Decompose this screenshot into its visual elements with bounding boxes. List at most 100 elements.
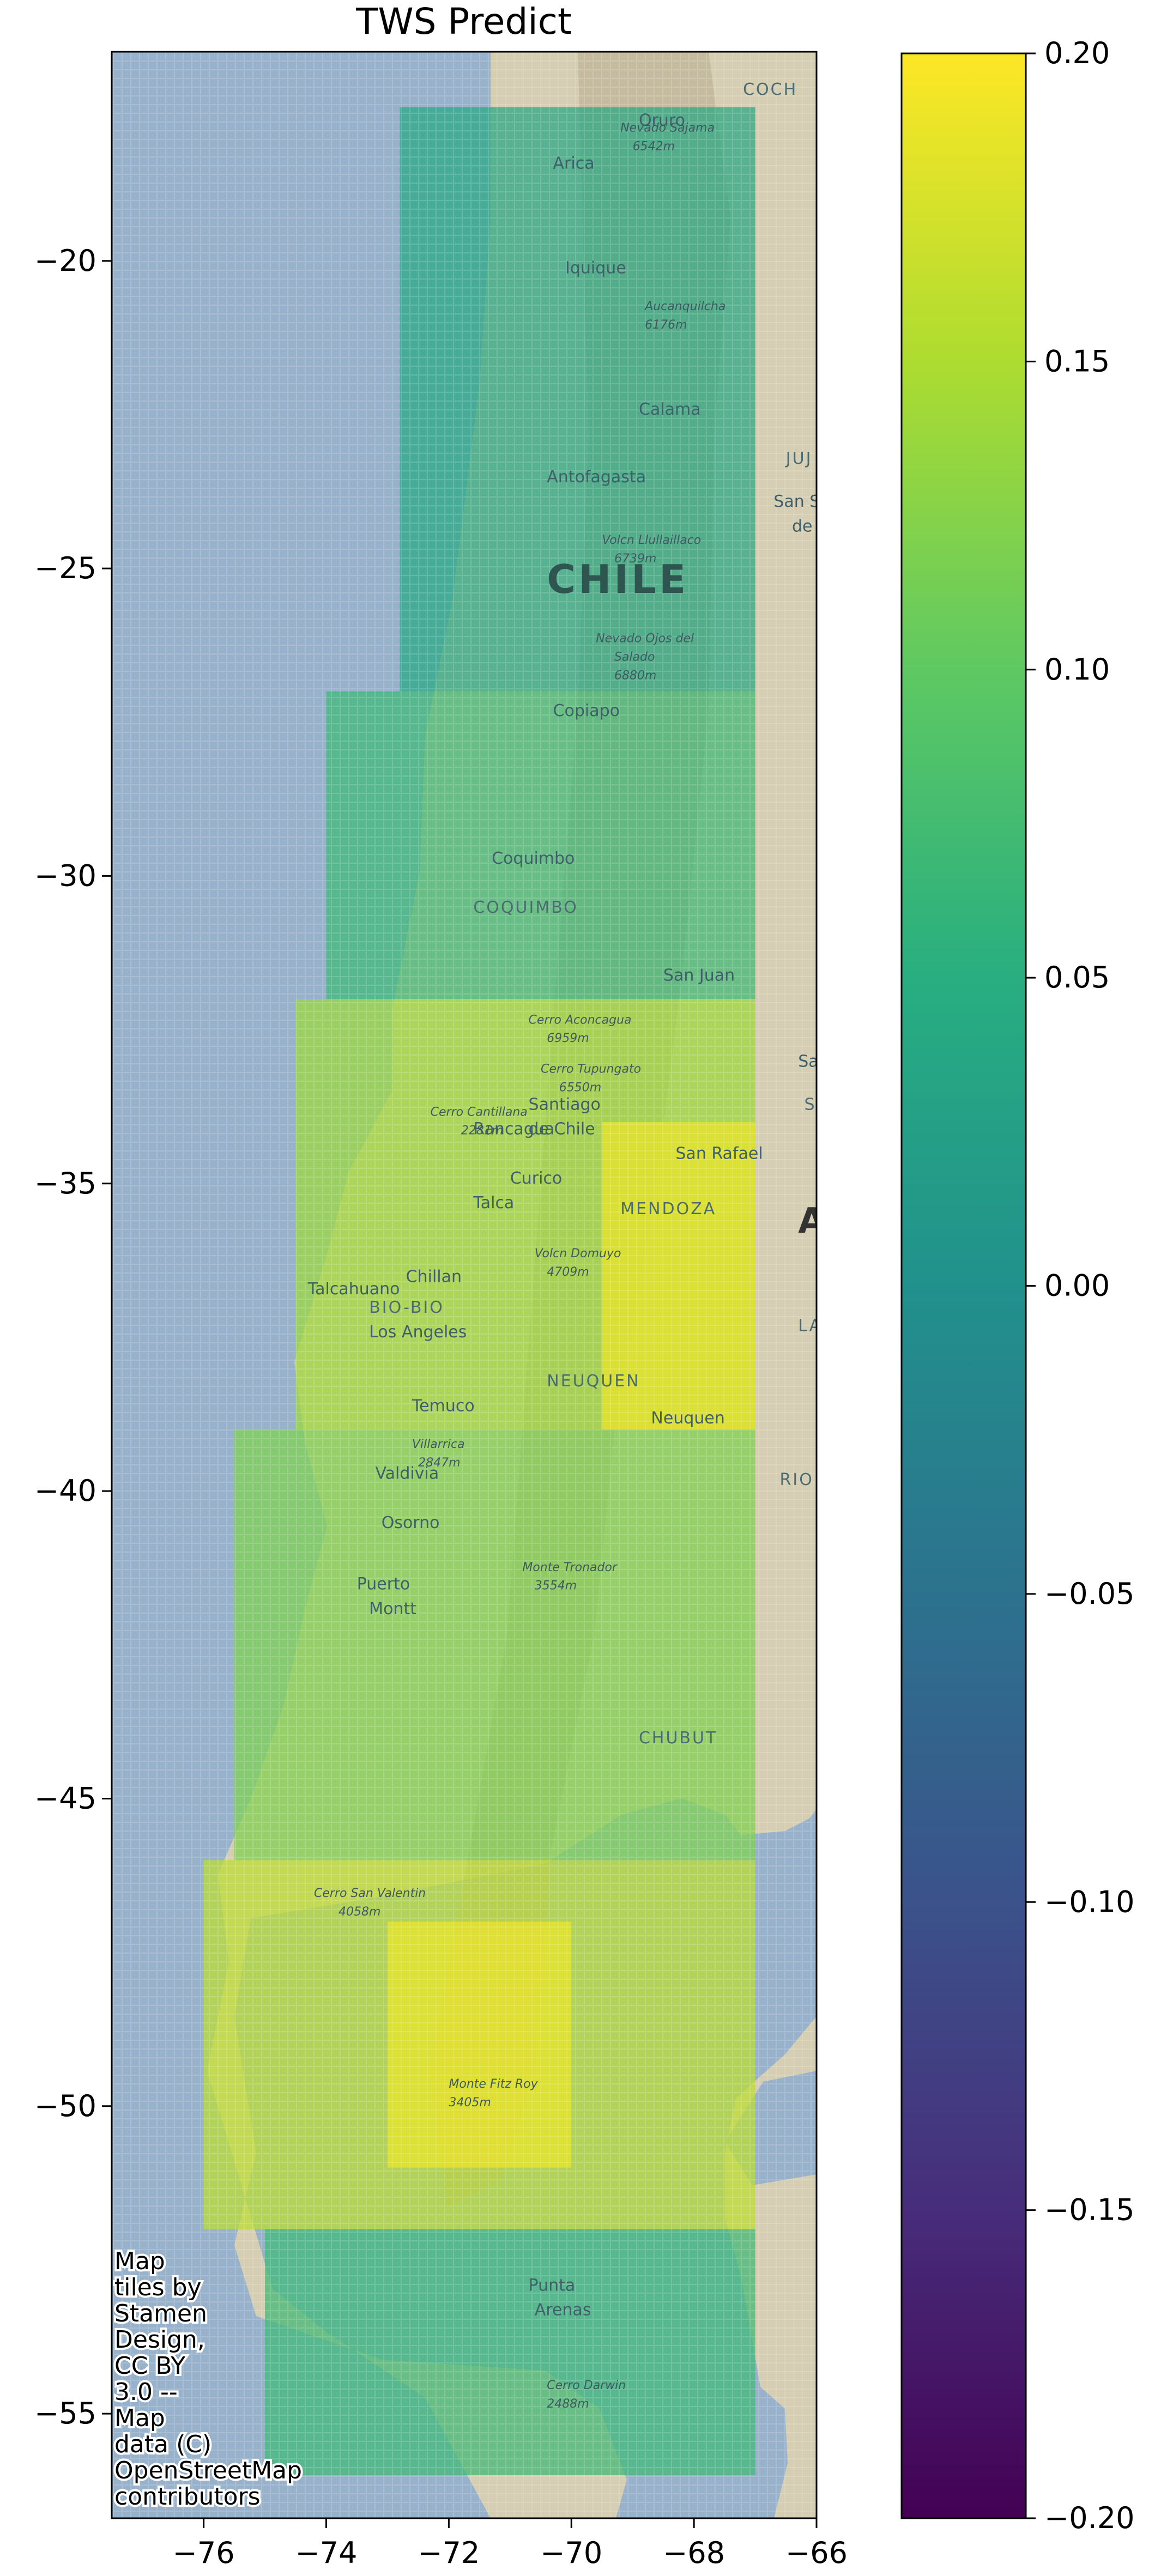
attribution-line: Design, (114, 2326, 205, 2354)
region-label-2: COQUIMBO (473, 898, 578, 917)
region-label-7: NEUQUEN (547, 1372, 640, 1391)
city-label-15: Temuco (412, 1396, 475, 1415)
region-label-4: MENDOZA (620, 1199, 716, 1219)
y-tick-label: −55 (34, 2396, 96, 2430)
city-label-16: Neuquen (651, 1409, 724, 1428)
x-tick-label: −70 (540, 2536, 602, 2570)
peak-label-3: 6176m (645, 318, 687, 332)
country-label-partial: A (798, 1201, 825, 1241)
city-label-26: de (792, 517, 813, 536)
peak-label-15: Volcn Domuyo (535, 1247, 621, 1260)
chart-title: TWS Predict (355, 1, 572, 43)
colorbar-tick-label: −0.20 (1044, 2501, 1134, 2535)
peak-label-26: 2488m (547, 2397, 589, 2411)
city-label-3: Calama (639, 400, 701, 419)
city-label-23: Punta (529, 2276, 576, 2295)
city-label-2: Iquique (565, 258, 626, 277)
peak-label-20: 3554m (535, 1579, 577, 1593)
colorbar-tick-label: 0.20 (1044, 36, 1110, 70)
attribution-line: Map (114, 2404, 165, 2432)
peak-label-9: Cerro Aconcagua (529, 1013, 632, 1027)
region-label-9: CHUBUT (639, 1729, 717, 1748)
y-axis: −20 −25 −30 −35 −40 −45 −50 −55 (34, 244, 112, 2430)
colorbar-tick-label: 0.05 (1044, 960, 1110, 995)
city-label-0: Oruro (639, 111, 685, 130)
city-label-18: Osorno (382, 1513, 440, 1532)
x-tick-label: −74 (295, 2536, 358, 2570)
attribution-line: CC BY (114, 2352, 185, 2380)
city-label-1: Arica (553, 154, 595, 173)
colorbar-tick-label: −0.15 (1044, 2193, 1134, 2227)
city-label-9: Curico (510, 1169, 562, 1188)
peak-label-5: 6739m (614, 552, 656, 566)
city-label-4: Antofagasta (547, 468, 646, 487)
city-label-22: de Chile (529, 1119, 595, 1138)
region-label-6: BIO-BIO (369, 1298, 444, 1317)
peak-label-1: 6542m (633, 140, 675, 154)
city-label-7: San Juan (663, 966, 735, 985)
colorbar-tick-label: 0.00 (1044, 1269, 1110, 1303)
x-tick-label: −72 (418, 2536, 480, 2570)
city-label-19: Puerto (357, 1575, 410, 1594)
city-label-24: Arenas (535, 2301, 591, 2320)
peak-label-6: Nevado Ojos del (596, 632, 694, 646)
y-tick-label: −20 (34, 244, 96, 278)
city-label-21: Santiago (529, 1095, 601, 1114)
peak-label-25: Cerro Darwin (547, 2379, 626, 2392)
y-tick-label: −45 (34, 1781, 96, 1815)
city-label-12: Chillan (406, 1267, 462, 1286)
peak-label-16: 4709m (547, 1265, 589, 1279)
region-label-0: COCH (743, 80, 797, 99)
city-label-17: Valdivia (375, 1464, 439, 1483)
attribution-line: contributors (114, 2483, 261, 2511)
colorbar-gradient (902, 53, 1026, 2518)
region-label-8: RIO NEG (780, 1470, 861, 1489)
city-label-27: Sa (798, 1052, 818, 1071)
region-label-5: LA P (798, 1317, 841, 1336)
y-tick-label: −40 (34, 1474, 96, 1508)
attribution-line: 3.0 -- (114, 2378, 178, 2406)
peak-label-10: 6959m (547, 1032, 589, 1045)
x-tick-label: −76 (173, 2536, 235, 2570)
peak-label-2: Aucanquilcha (644, 300, 725, 313)
city-label-25: San Salv (773, 492, 844, 511)
country-label: CHILE (547, 556, 688, 602)
peak-label-19: Monte Tronador (522, 1561, 618, 1574)
peak-label-12: 6550m (559, 1081, 601, 1094)
colorbar-tick-label: 0.10 (1044, 652, 1110, 687)
colorbar-ticks: 0.20 0.15 0.10 0.05 0.00 −0.05 −0.10 −0.15 −0.20 (1026, 36, 1134, 2535)
peak-label-0: Nevado Sajama (620, 122, 715, 135)
peak-label-24: 3405m (449, 2096, 491, 2110)
y-tick-label: −50 (34, 2089, 96, 2123)
peak-label-17: Villarrica (412, 1438, 465, 1451)
colorbar-tick-label: −0.05 (1044, 1577, 1134, 1611)
attribution-line: tiles by (114, 2274, 202, 2301)
cell-gridlines-overlay (112, 52, 817, 2518)
attribution-line: Map (114, 2247, 165, 2275)
peak-label-14: 2281m (461, 1124, 503, 1137)
city-label-11: Talca (473, 1193, 514, 1213)
region-label-3: SAN (805, 1095, 844, 1114)
peak-label-8: 6880m (614, 669, 656, 682)
city-label-8: Rancagua (473, 1119, 554, 1138)
y-tick-label: −35 (34, 1166, 96, 1201)
peak-label-11: Cerro Tupungato (541, 1063, 641, 1076)
region-label-1: JUJ (785, 449, 813, 468)
attribution-line: Stamen (114, 2300, 207, 2328)
map-area: Oruro Arica Iquique Calama Antofagasta Copiap… (112, 52, 861, 2518)
x-tick-label: −66 (785, 2536, 848, 2570)
y-tick-label: −25 (34, 551, 96, 585)
colorbar-tick-label: −0.10 (1044, 1884, 1134, 1919)
peak-label-18: 2847m (418, 1456, 460, 1470)
peak-label-22: 4058m (338, 1905, 380, 1919)
attribution-line: data (C) (114, 2430, 211, 2458)
y-tick-label: −30 (34, 858, 96, 893)
city-label-14: Los Angeles (369, 1323, 467, 1342)
peak-label-7: Salado (614, 650, 655, 664)
peak-label-4: Volcn Llullaillaco (602, 534, 701, 547)
colorbar-tick-label: 0.15 (1044, 344, 1110, 378)
city-label-10: San Rafael (675, 1144, 763, 1163)
peak-label-13: Cerro Cantillana (431, 1106, 528, 1119)
